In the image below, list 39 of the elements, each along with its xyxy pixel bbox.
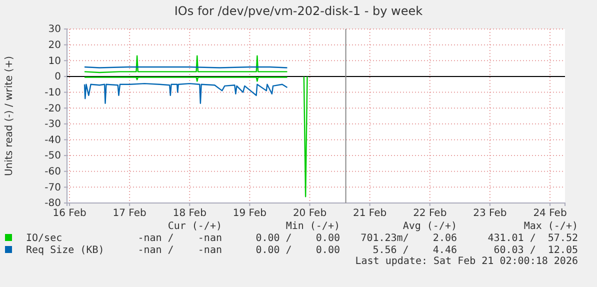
x-tick-label: 16 Feb bbox=[52, 208, 86, 220]
text: 5.56 / 4.46 bbox=[372, 245, 457, 256]
y-tick-label: -10 bbox=[44, 87, 61, 98]
text: Cur (-/+) bbox=[168, 221, 222, 232]
text: -nan / -nan bbox=[138, 245, 222, 256]
text: 0.00 / 0.00 bbox=[256, 245, 340, 256]
y-tick-label: -40 bbox=[44, 134, 61, 146]
x-tick-label: 21 Feb bbox=[353, 208, 387, 220]
x-tick-label: 19 Feb bbox=[232, 208, 266, 220]
text: 60.03 / 12.05 bbox=[494, 245, 578, 256]
x-tick-label: 22 Feb bbox=[413, 208, 447, 220]
text: 431.01 / 57.52 bbox=[488, 233, 578, 244]
y-tick-label: -30 bbox=[44, 119, 61, 130]
y-tick-label: -20 bbox=[44, 103, 61, 114]
y-tick-label: -60 bbox=[44, 166, 61, 178]
legend-label: IO/sec bbox=[26, 233, 62, 244]
text: Last update: Sat Feb 21 02:00:18 2026 bbox=[355, 256, 578, 267]
text: Min (-/+) bbox=[286, 221, 340, 232]
x-tick-label: 24 Feb bbox=[533, 208, 567, 220]
y-tick-label: 20 bbox=[48, 40, 61, 52]
y-tick-label: 30 bbox=[48, 24, 61, 36]
text: Avg (-/+) bbox=[402, 221, 457, 232]
y-axis-title: Units read (-) / write (+) bbox=[4, 56, 15, 176]
text: -nan / -nan bbox=[138, 233, 222, 244]
line-series bbox=[84, 82, 288, 104]
text: Max (-/+) bbox=[524, 221, 578, 232]
y-tick-label: 0 bbox=[54, 72, 61, 83]
x-tick-label: 20 Feb bbox=[292, 208, 327, 220]
text: 701.23m/ 2.06 bbox=[360, 233, 457, 244]
y-tick-label: -70 bbox=[44, 182, 61, 194]
y-tick-label: 10 bbox=[48, 56, 61, 67]
y-tick-label: -50 bbox=[44, 150, 61, 162]
chart-title: IOs for /dev/pve/vm-202-disk-1 - by week bbox=[174, 4, 423, 18]
y-tick-label: -80 bbox=[44, 198, 61, 210]
x-tick-label: 23 Feb bbox=[473, 208, 507, 220]
x-tick-label: 17 Feb bbox=[112, 208, 146, 220]
legend-label: Req Size (KB) bbox=[26, 245, 104, 256]
x-tick-label: 18 Feb bbox=[172, 208, 206, 220]
text: 0.00 / 0.00 bbox=[256, 233, 340, 244]
